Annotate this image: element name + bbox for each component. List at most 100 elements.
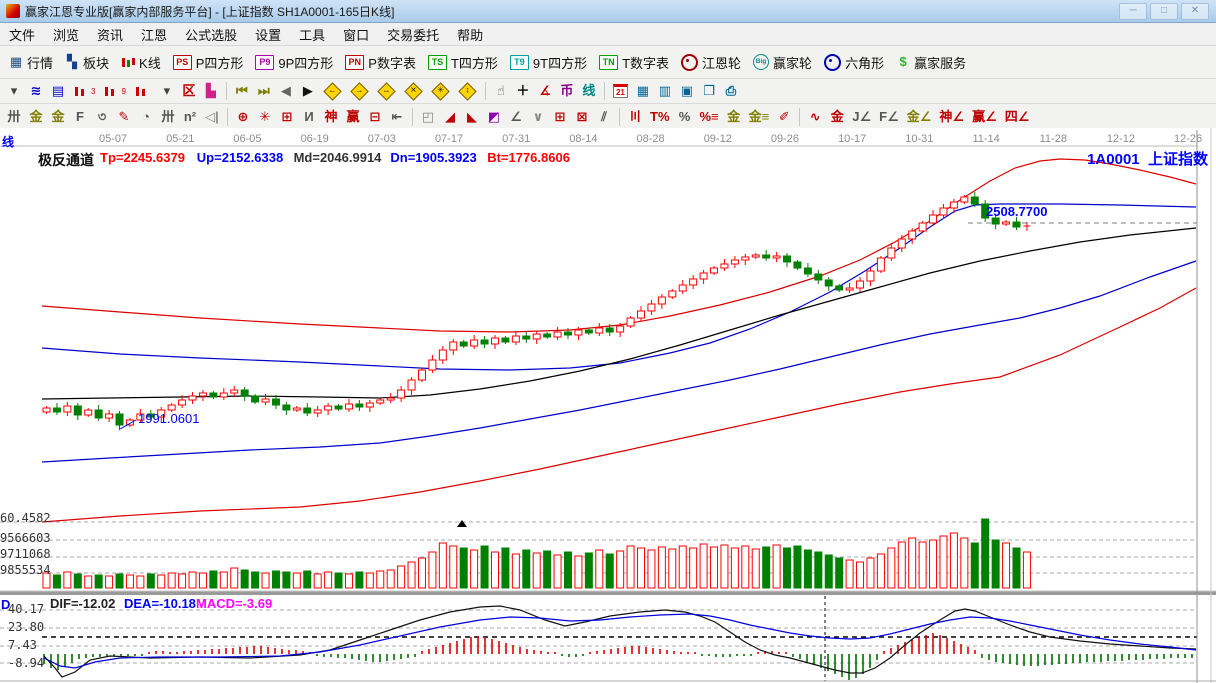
toolbar3-v-wave-tool[interactable]: ∨ — [527, 108, 549, 126]
toolbar3-angle-rays-tool[interactable]: ∠ — [505, 108, 527, 126]
toolbar2-clipboard-icon[interactable]: ▤ — [47, 82, 69, 100]
toolbar3-red-grid-tool-1[interactable]: ⊞ — [549, 108, 571, 126]
toolbar2-calculator-button[interactable]: ▦ — [632, 82, 654, 100]
menu-item-settings[interactable]: 设置 — [255, 27, 282, 43]
toolbar3-red-grid-tool-2[interactable]: ⊠ — [571, 108, 593, 126]
toolbar2-diamond-star-button[interactable]: ✳ — [427, 81, 454, 102]
toolbar-button-hexagon[interactable]: 六角形 — [818, 51, 890, 74]
menu-item-formula-stock-pick[interactable]: 公式选股 — [185, 27, 238, 43]
toolbar3-f-grid-tool[interactable]: F — [69, 108, 91, 126]
toolbar3-gold-lines-tool[interactable]: 金≡ — [745, 108, 774, 126]
toolbar2-windows-layout-button[interactable]: ❐ — [698, 82, 720, 100]
toolbar2-gann-tool-purple[interactable]: 币 — [556, 82, 578, 100]
toolbar3-f-angle-tool[interactable]: F∠ — [875, 108, 903, 126]
toolbar3-measure-pen-tool[interactable]: ✐ — [773, 108, 795, 126]
toolbar3-ying-tool[interactable]: 赢 — [342, 108, 364, 126]
toolbar2-first-page-button[interactable]: ⏮ — [231, 82, 253, 100]
maximize-button[interactable]: □ — [1150, 2, 1178, 20]
minimize-button[interactable]: ─ — [1119, 2, 1147, 20]
toolbar-button-9t-square[interactable]: T9 9T四方形 — [504, 51, 593, 74]
toolbar-button-t-square[interactable]: TS T四方形 — [422, 51, 504, 74]
toolbar3-percent-tool[interactable]: % — [674, 108, 696, 126]
toolbar3-box-tool[interactable]: ◰ — [417, 108, 439, 126]
toolbar2-hand-tool[interactable]: ☝ — [490, 82, 512, 100]
toolbar3-time-circle-tool[interactable]: ◔ — [135, 108, 157, 126]
toolbar3-mirror-tool[interactable]: ◁| — [201, 108, 223, 126]
menu-item-trade-order[interactable]: 交易委托 — [387, 27, 440, 43]
toolbar3-fan-rays-tool[interactable]: ◢ — [439, 108, 461, 126]
toolbar3-gold-angle-tool[interactable]: 金∠ — [903, 108, 936, 126]
toolbar-button-gann-wheel[interactable]: 江恩轮 — [675, 51, 747, 74]
toolbar2-save-button[interactable]: ▣ — [676, 82, 698, 100]
toolbar3-gold-tool[interactable]: 金 — [826, 108, 848, 126]
toolbar2-kline-zone-icon[interactable]: 区 — [178, 82, 200, 100]
menu-item-window[interactable]: 窗口 — [343, 27, 370, 43]
kline-chart-canvas[interactable] — [0, 128, 1216, 683]
toolbar-button-winner-service[interactable]: $ 赢家服务 — [890, 51, 972, 74]
toolbar-button-t-number-table[interactable]: TN T数字表 — [593, 51, 675, 74]
toolbar2-calendar-button[interactable]: 21 — [609, 82, 632, 100]
toolbar3-square-grid-tool[interactable]: ⊞ — [276, 108, 298, 126]
toolbar3-shen-tool[interactable]: 神 — [320, 108, 342, 126]
toolbar3-parallel-lines-tool[interactable]: ⫽ — [593, 108, 615, 126]
toolbar3-marker-pen-tool[interactable]: ✎ — [113, 108, 135, 126]
menu-item-gann[interactable]: 江恩 — [141, 27, 168, 43]
toolbar2-prev-page-button[interactable]: ◀ — [275, 82, 297, 100]
menu-item-tools[interactable]: 工具 — [299, 27, 326, 43]
toolbar3-shen-angle-tool[interactable]: 神∠ — [935, 108, 968, 126]
toolbar2-view-dropdown[interactable]: ▾ — [3, 82, 25, 100]
toolbar2-color-histogram-icon[interactable]: ▙ — [200, 82, 222, 100]
toolbar3-j-angle-tool[interactable]: J∠ — [848, 108, 875, 126]
toolbar3-si-angle-tool[interactable]: 四∠ — [1001, 108, 1034, 126]
toolbar3-width-measure-tool[interactable]: ⇤ — [386, 108, 408, 126]
toolbar2-candle-single-icon[interactable] — [130, 83, 156, 100]
toolbar3-ying-angle-tool[interactable]: 赢∠ — [968, 108, 1001, 126]
toolbar3-percent-lines-tool[interactable]: %≡ — [696, 108, 723, 126]
toolbar2-candle-dropdown[interactable]: ▾ — [156, 82, 178, 100]
toolbar2-print-button[interactable]: ⎙ — [720, 82, 742, 100]
toolbar3-t-percent-tool[interactable]: T% — [646, 108, 674, 126]
toolbar-button-9p-square[interactable]: P9 9P四方形 — [249, 51, 339, 74]
toolbar3-fan-square-tool-2[interactable]: ◩ — [483, 108, 505, 126]
toolbar3-grid-123-tool[interactable]: ⊟ — [364, 108, 386, 126]
toolbar3-trend-mark-tool[interactable]: И — [298, 108, 320, 126]
toolbar2-diamond-hswap-button[interactable]: ↔ — [373, 81, 400, 102]
toolbar3-gold-grid-tool-2[interactable]: 金 — [47, 108, 69, 126]
menu-item-browse[interactable]: 浏览 — [53, 27, 80, 43]
toolbar2-angle-measure-tool[interactable]: ∡ — [534, 82, 556, 100]
toolbar2-crosshair-tool[interactable]: ＋ — [512, 82, 534, 100]
toolbar2-last-page-button[interactable]: ⏭ — [253, 82, 275, 100]
menu-item-help[interactable]: 帮助 — [457, 27, 484, 43]
toolbar2-diamond-vswap-button[interactable]: ↕ — [454, 81, 481, 102]
toolbar3-n-square-tool[interactable]: n² — [179, 108, 201, 126]
toolbar-button-winner-wheel[interactable]: Big 赢家轮 — [747, 51, 818, 74]
toolbar2-notepad-button[interactable]: ▥ — [654, 82, 676, 100]
toolbar3-star-grid-tool[interactable]: ✳ — [254, 108, 276, 126]
indicator-name[interactable]: 极反通道 — [38, 152, 94, 168]
toolbar2-gann-tool-teal[interactable]: 线 — [578, 82, 600, 100]
toolbar3-grid-tool-2[interactable]: 卅 — [157, 108, 179, 126]
toolbar3-step-tool[interactable]: 〣 — [624, 108, 646, 126]
toolbar3-wave-gold-tool[interactable]: ∿ — [804, 108, 826, 126]
toolbar2-next-page-button[interactable]: ▶ — [297, 82, 319, 100]
toolbar2-diamond-left-button[interactable]: ← — [319, 81, 346, 102]
toolbar3-spiral-tool[interactable]: ৩ — [91, 108, 113, 126]
toolbar-button-quotes[interactable]: ▦ 行情 — [3, 51, 59, 74]
toolbar-button-p-number-table[interactable]: PN P数字表 — [339, 51, 422, 74]
toolbar-button-sectors[interactable]: ▚ 板块 — [59, 51, 115, 74]
toolbar2-trend-lines-icon[interactable]: ≋ — [25, 82, 47, 100]
toolbar3-gold-grid-tool-1[interactable]: 金 — [25, 108, 47, 126]
toolbar2-diamond-right-button[interactable]: → — [346, 81, 373, 102]
menu-item-news[interactable]: 资讯 — [97, 27, 124, 43]
toolbar2-diamond-close-button[interactable]: ✕ — [400, 81, 427, 102]
toolbar3-gann-circle-tool[interactable]: ⊕ — [232, 108, 254, 126]
toolbar2-candle-3-icon[interactable]: 3 — [69, 83, 99, 100]
toolbar3-gold-circle-tool[interactable]: 金 — [723, 108, 745, 126]
toolbar3-fan-square-tool-1[interactable]: ◣ — [461, 108, 483, 126]
menu-item-file[interactable]: 文件 — [9, 27, 36, 43]
close-button[interactable]: ✕ — [1181, 2, 1209, 20]
chart-area[interactable]: 线 05-07 05-21 06-05 06-19 07-03 07-17 07-31 08-… — [0, 128, 1216, 683]
toolbar-button-kline[interactable]: K线 — [115, 51, 167, 74]
toolbar2-candle-9-icon[interactable]: 9 — [99, 83, 129, 100]
toolbar-button-p-square[interactable]: PS P四方形 — [167, 51, 250, 74]
